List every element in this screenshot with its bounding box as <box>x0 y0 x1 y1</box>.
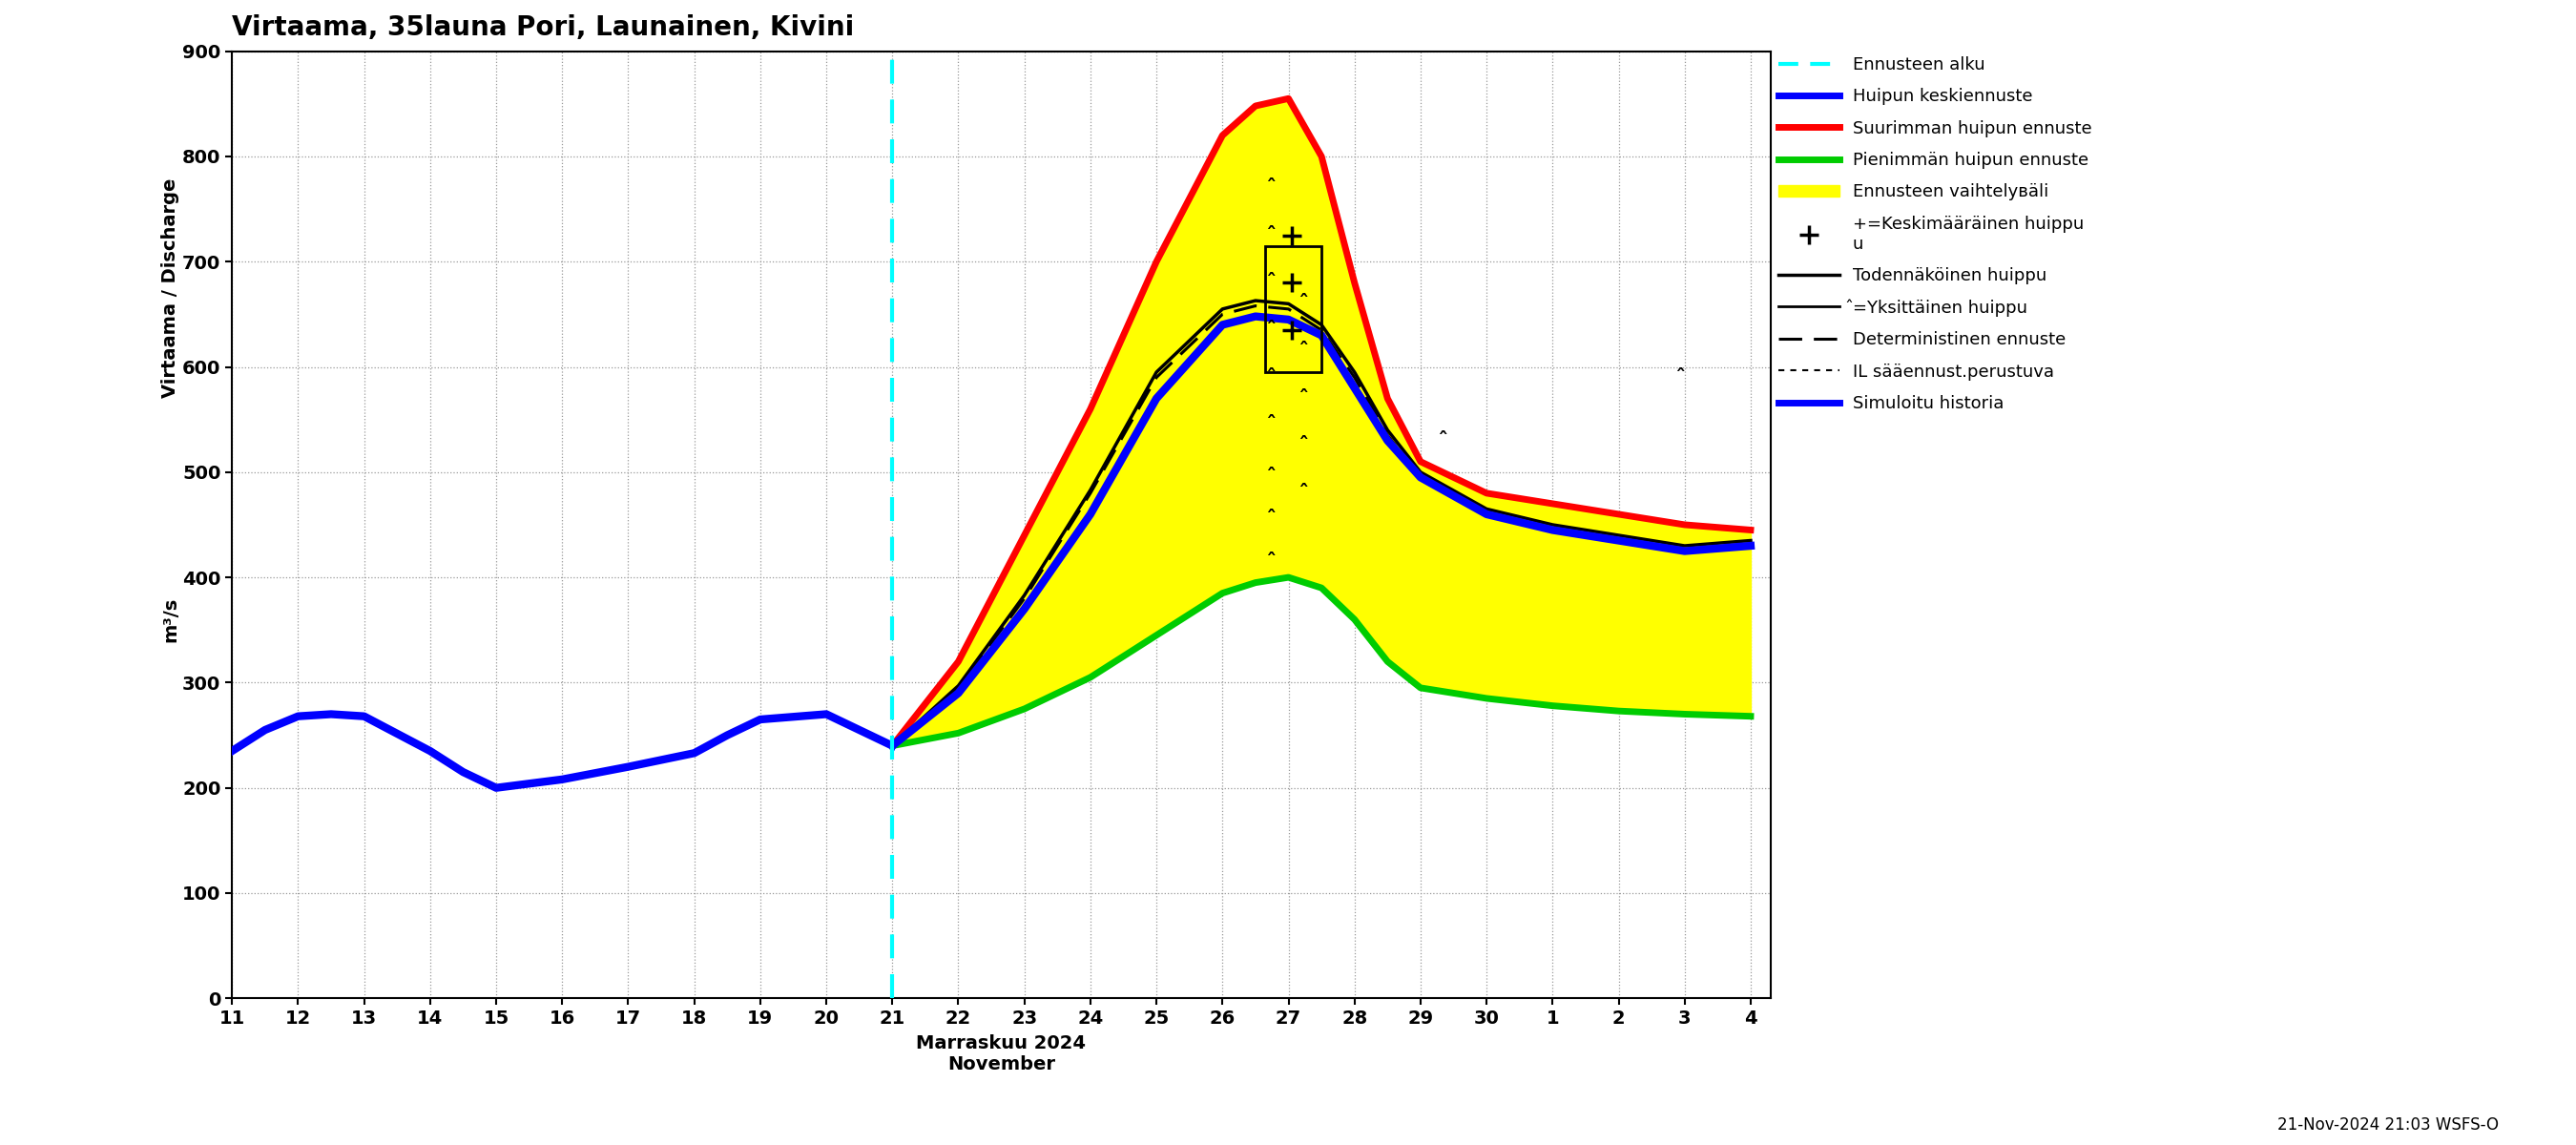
X-axis label: Marraskuu 2024
November: Marraskuu 2024 November <box>917 1034 1087 1073</box>
Text: Virtaama / Discharge: Virtaama / Discharge <box>162 179 180 397</box>
Text: m³/s: m³/s <box>162 597 180 642</box>
Legend: Ennusteen alku, Huipun keskiennuste, Suurimman huipun ennuste, Pienimmän huipun : Ennusteen alku, Huipun keskiennuste, Suu… <box>1772 52 2097 417</box>
Bar <box>1265 246 1321 372</box>
Text: 21-Nov-2024 21:03 WSFS-O: 21-Nov-2024 21:03 WSFS-O <box>2277 1116 2499 1134</box>
Text: Virtaama, 35launa Pori, Launainen, Kivini: Virtaama, 35launa Pori, Launainen, Kivin… <box>232 14 855 41</box>
